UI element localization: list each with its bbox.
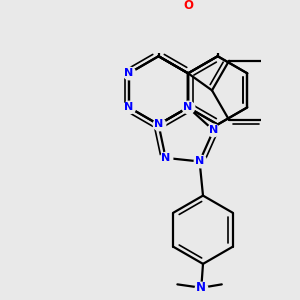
Text: N: N	[209, 125, 218, 135]
Text: N: N	[124, 102, 134, 112]
Text: O: O	[183, 0, 193, 11]
Text: N: N	[195, 157, 204, 166]
Text: N: N	[124, 68, 134, 78]
Text: N: N	[196, 281, 206, 294]
Text: N: N	[154, 119, 163, 130]
Text: N: N	[184, 102, 193, 112]
Text: N: N	[161, 153, 170, 163]
